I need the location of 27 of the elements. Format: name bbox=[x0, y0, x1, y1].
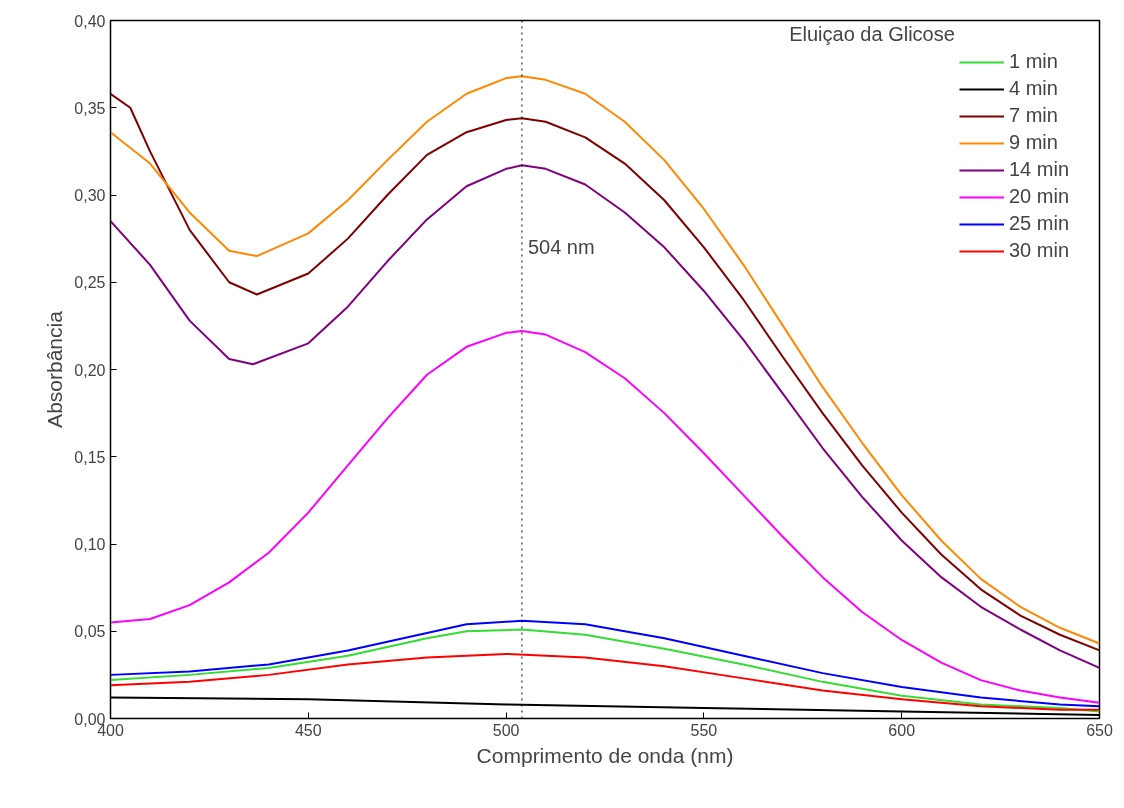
legend-label: 25 min bbox=[1008, 212, 1069, 235]
legend-label: 1 min bbox=[1008, 50, 1058, 73]
annotation: Eluiçao da Glicose bbox=[789, 22, 955, 45]
x-tick-label: 600 bbox=[888, 721, 916, 739]
line-series bbox=[110, 330, 1100, 704]
y-tick-label: 0,40 bbox=[74, 12, 106, 30]
x-tick-label: 550 bbox=[690, 721, 718, 739]
legend-label: 9 min bbox=[1008, 131, 1058, 154]
y-tick-label: 0,35 bbox=[74, 99, 106, 117]
y-tick-label: 0,25 bbox=[74, 274, 106, 292]
ref-line-label: 504 nm bbox=[527, 235, 595, 258]
y-tick-label: 0,30 bbox=[74, 187, 106, 204]
legend-label: 7 min bbox=[1008, 104, 1058, 127]
legend-label: 30 min bbox=[1008, 239, 1069, 262]
x-axis-title: Comprimento de onda (nm) bbox=[476, 743, 734, 767]
y-tick-label: 0,05 bbox=[74, 623, 106, 641]
x-tick-label: 450 bbox=[294, 721, 322, 739]
y-axis-title: Absorbância bbox=[43, 310, 67, 428]
legend-label: 20 min bbox=[1008, 185, 1069, 208]
y-tick-label: 0,15 bbox=[74, 448, 106, 466]
y-tick-label: 0,10 bbox=[74, 536, 106, 553]
x-tick-label: 500 bbox=[492, 721, 520, 739]
legend-label: 4 min bbox=[1008, 77, 1058, 100]
legend-label: 14 min bbox=[1008, 158, 1069, 181]
line-series bbox=[110, 652, 1100, 711]
y-tick-label: 0,20 bbox=[74, 361, 106, 379]
x-tick-label: 650 bbox=[1086, 721, 1113, 739]
